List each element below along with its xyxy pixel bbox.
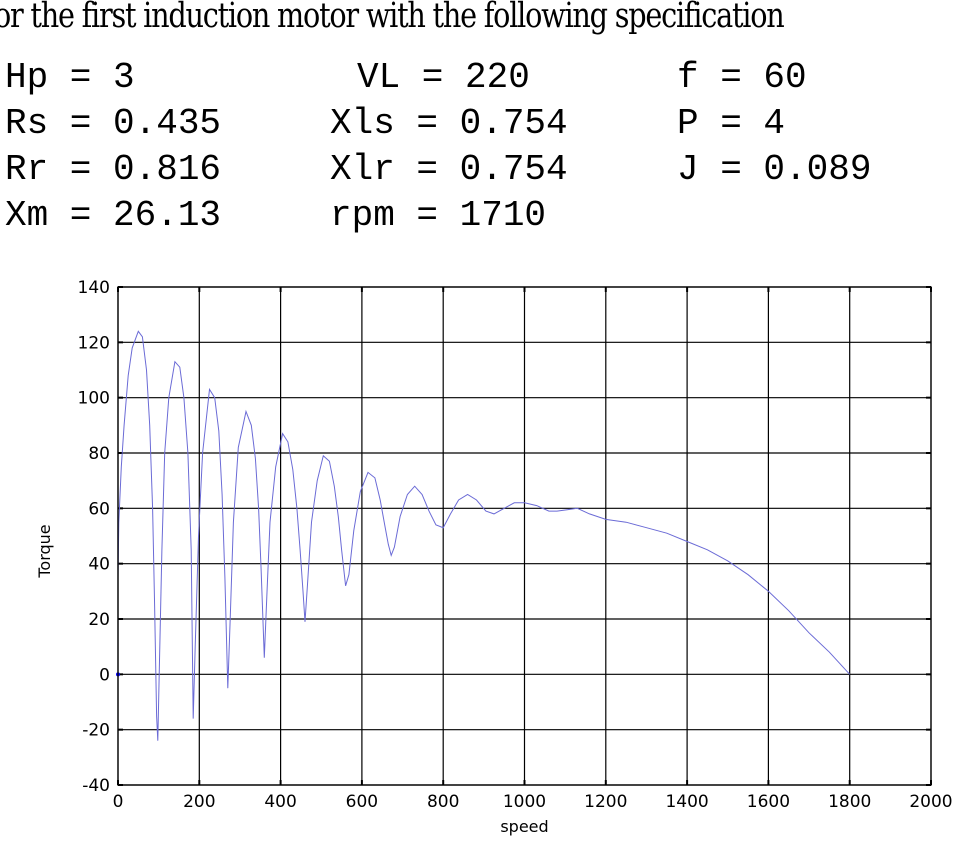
- heading-text: or the first induction motor with the fo…: [0, 0, 785, 36]
- y-tick-label: -40: [82, 776, 110, 796]
- x-tick-label: 1400: [665, 792, 708, 812]
- x-tick-label: 600: [346, 792, 378, 812]
- chart-grid: [117, 286, 932, 786]
- y-tick-label: 20: [88, 610, 110, 630]
- y-tick-label: 120: [78, 333, 110, 353]
- spec-row-3: Rr = 0.816 Xlr = 0.754 J = 0.089: [5, 147, 871, 193]
- spec-rpm: rpm = 1710: [330, 195, 547, 236]
- spec-xls: Xls = 0.754: [330, 103, 568, 144]
- y-tick-label: 40: [88, 555, 110, 575]
- spec-row-1: Hp = 3 VL = 220 f = 60: [5, 55, 807, 101]
- x-tick-label: 1000: [503, 792, 546, 812]
- x-tick-label: 400: [264, 792, 296, 812]
- y-tick-label: 0: [99, 665, 110, 685]
- torque-curve: [117, 330, 851, 741]
- spec-xm: Xm = 26.13: [5, 195, 222, 236]
- spec-rs: Rs = 0.435: [5, 103, 222, 144]
- x-tick-label: 0: [113, 792, 124, 812]
- x-tick-label: 200: [183, 792, 215, 812]
- plot-area-border: [117, 286, 932, 786]
- y-tick-label: 140: [78, 278, 110, 298]
- x-tick-label: 1200: [584, 792, 627, 812]
- spec-xlr: Xlr = 0.754: [330, 149, 568, 190]
- spec-p: P = 4: [677, 103, 786, 144]
- y-axis-label: Torque: [35, 524, 54, 578]
- spec-hp: Hp = 3: [5, 57, 135, 98]
- spec-f: f = 60: [677, 57, 807, 98]
- x-tick-label: 2000: [909, 792, 952, 812]
- y-tick-label: -20: [82, 721, 110, 741]
- y-tick-label: 60: [88, 499, 110, 519]
- spec-row-4: Xm = 26.13 rpm = 1710: [5, 193, 546, 239]
- spec-rr: Rr = 0.816: [5, 149, 222, 190]
- y-tick-label: 100: [78, 389, 110, 409]
- spec-row-2: Rs = 0.435 Xls = 0.754 P = 4: [5, 101, 785, 147]
- chart-tick-labels: 0 200 400 600 800 1000 1200 1400 1600 1800 2000-40…: [78, 278, 953, 812]
- x-tick-label: 1600: [747, 792, 790, 812]
- spec-j: J = 0.089: [677, 149, 872, 190]
- x-tick-label: 1800: [828, 792, 871, 812]
- y-tick-label: 80: [88, 444, 110, 464]
- x-tick-label: 800: [427, 792, 459, 812]
- motor-specs: Hp = 3 VL = 220 f = 60 Rs = 0.435 Xls = …: [5, 55, 871, 239]
- x-axis-label: speed: [500, 817, 548, 836]
- spec-vl: VL = 220: [357, 57, 530, 98]
